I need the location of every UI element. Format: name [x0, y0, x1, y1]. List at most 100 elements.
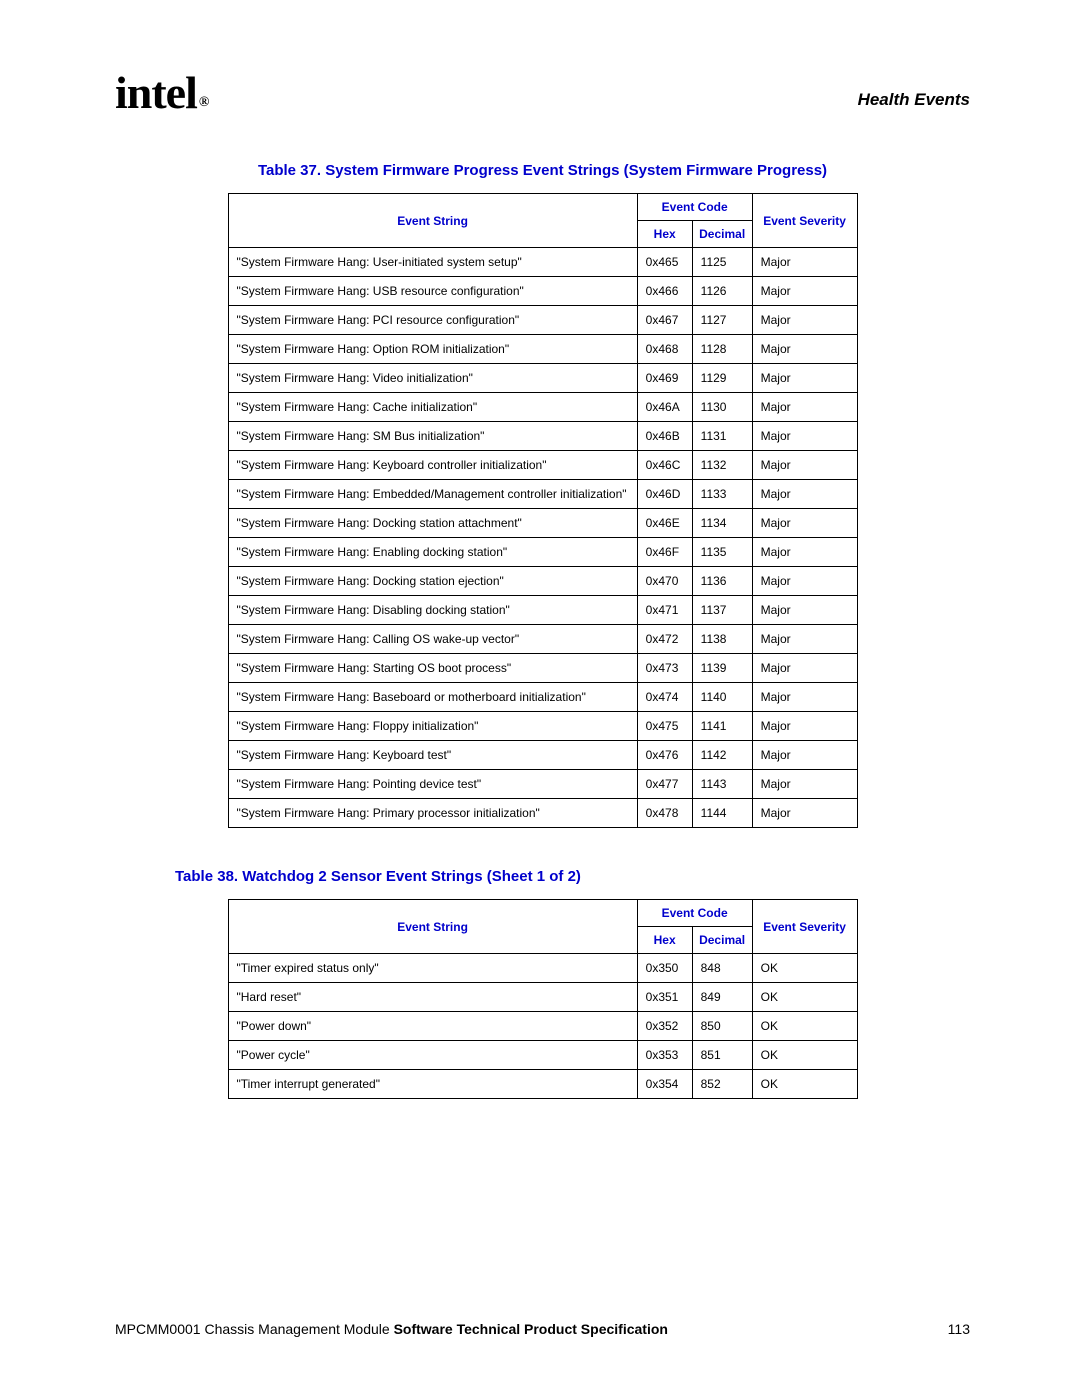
table-cell: "System Firmware Hang: Video initializat… [228, 364, 637, 393]
table-row: "System Firmware Hang: Disabling docking… [228, 596, 857, 625]
table-cell: "System Firmware Hang: Pointing device t… [228, 770, 637, 799]
table-cell: 0x473 [637, 654, 692, 683]
table-row: "System Firmware Hang: Video initializat… [228, 364, 857, 393]
table-cell: 1131 [692, 422, 752, 451]
table-row: "System Firmware Hang: Pointing device t… [228, 770, 857, 799]
table-cell: "System Firmware Hang: Primary processor… [228, 799, 637, 828]
table-row: "Timer expired status only"0x350848OK [228, 954, 857, 983]
table-cell: Major [752, 335, 857, 364]
th-hex: Hex [637, 927, 692, 954]
table-cell: Major [752, 538, 857, 567]
table-row: "System Firmware Hang: PCI resource conf… [228, 306, 857, 335]
section-title: Health Events [858, 90, 970, 110]
table-cell: 0x477 [637, 770, 692, 799]
table-cell: 1132 [692, 451, 752, 480]
table-row: "System Firmware Hang: Baseboard or moth… [228, 683, 857, 712]
table-row: "Power down"0x352850OK [228, 1012, 857, 1041]
th-event-code: Event Code [637, 194, 752, 221]
table-cell: 0x478 [637, 799, 692, 828]
th-event-severity: Event Severity [752, 900, 857, 954]
table-cell: Major [752, 596, 857, 625]
table-row: "System Firmware Hang: Primary processor… [228, 799, 857, 828]
table-cell: 0x46D [637, 480, 692, 509]
table-row: "System Firmware Hang: Docking station e… [228, 567, 857, 596]
table38-caption: Table 38. Watchdog 2 Sensor Event String… [175, 868, 970, 885]
th-hex: Hex [637, 221, 692, 248]
table-cell: 0x354 [637, 1070, 692, 1099]
table-cell: Major [752, 509, 857, 538]
table-cell: "System Firmware Hang: Enabling docking … [228, 538, 637, 567]
table-cell: 1137 [692, 596, 752, 625]
table37-body: "System Firmware Hang: User-initiated sy… [228, 248, 857, 828]
table-cell: 1133 [692, 480, 752, 509]
table-cell: Major [752, 799, 857, 828]
th-decimal: Decimal [692, 221, 752, 248]
table37-caption: Table 37. System Firmware Progress Event… [115, 162, 970, 179]
table-row: "Timer interrupt generated"0x354852OK [228, 1070, 857, 1099]
table-cell: 1142 [692, 741, 752, 770]
table-cell: 0x468 [637, 335, 692, 364]
table-row: "System Firmware Hang: SM Bus initializa… [228, 422, 857, 451]
table-cell: "System Firmware Hang: Keyboard controll… [228, 451, 637, 480]
table-row: "System Firmware Hang: Floppy initializa… [228, 712, 857, 741]
table-cell: 851 [692, 1041, 752, 1070]
table-cell: 1139 [692, 654, 752, 683]
table-cell: 1126 [692, 277, 752, 306]
table-cell: 0x465 [637, 248, 692, 277]
th-event-severity: Event Severity [752, 194, 857, 248]
table-cell: Major [752, 393, 857, 422]
table-cell: 1140 [692, 683, 752, 712]
table-row: "System Firmware Hang: Docking station a… [228, 509, 857, 538]
table-cell: Major [752, 277, 857, 306]
table-cell: "Power down" [228, 1012, 637, 1041]
table-cell: "System Firmware Hang: User-initiated sy… [228, 248, 637, 277]
table-cell: 1130 [692, 393, 752, 422]
table-row: "System Firmware Hang: Option ROM initia… [228, 335, 857, 364]
table-cell: Major [752, 625, 857, 654]
table-cell: 0x476 [637, 741, 692, 770]
footer-doc-title: Software Technical Product Specification [394, 1321, 668, 1337]
table-cell: 0x46A [637, 393, 692, 422]
table-cell: 0x352 [637, 1012, 692, 1041]
table-cell: "Timer expired status only" [228, 954, 637, 983]
table-cell: 0x469 [637, 364, 692, 393]
table-cell: 0x466 [637, 277, 692, 306]
table-cell: 0x46B [637, 422, 692, 451]
page: intel® Health Events Table 37. System Fi… [0, 0, 1080, 1397]
table-cell: 0x46C [637, 451, 692, 480]
table-cell: 1134 [692, 509, 752, 538]
table-cell: 1127 [692, 306, 752, 335]
table37: Event String Event Code Event Severity H… [228, 193, 858, 828]
table-row: "System Firmware Hang: Enabling docking … [228, 538, 857, 567]
table-cell: "System Firmware Hang: Docking station a… [228, 509, 637, 538]
table-cell: "System Firmware Hang: Starting OS boot … [228, 654, 637, 683]
table-cell: 0x350 [637, 954, 692, 983]
table-cell: "System Firmware Hang: Calling OS wake-u… [228, 625, 637, 654]
table-cell: "System Firmware Hang: PCI resource conf… [228, 306, 637, 335]
table-cell: "System Firmware Hang: SM Bus initializa… [228, 422, 637, 451]
table-cell: Major [752, 451, 857, 480]
table-row: "System Firmware Hang: USB resource conf… [228, 277, 857, 306]
table-cell: 0x475 [637, 712, 692, 741]
table-cell: Major [752, 422, 857, 451]
table-cell: 849 [692, 983, 752, 1012]
table-cell: 0x471 [637, 596, 692, 625]
table-cell: 1125 [692, 248, 752, 277]
table-cell: Major [752, 306, 857, 335]
table-row: "Hard reset"0x351849OK [228, 983, 857, 1012]
table-cell: OK [752, 1041, 857, 1070]
table-cell: Major [752, 567, 857, 596]
table-cell: 848 [692, 954, 752, 983]
th-event-string: Event String [228, 194, 637, 248]
page-footer: MPCMM0001 Chassis Management Module Soft… [115, 1321, 970, 1337]
table37-head: Event String Event Code Event Severity H… [228, 194, 857, 248]
table-cell: "System Firmware Hang: USB resource conf… [228, 277, 637, 306]
page-header: intel® Health Events [115, 70, 970, 116]
table-cell: 1135 [692, 538, 752, 567]
table-cell: "System Firmware Hang: Baseboard or moth… [228, 683, 637, 712]
table-cell: "System Firmware Hang: Option ROM initia… [228, 335, 637, 364]
table-row: "Power cycle"0x353851OK [228, 1041, 857, 1070]
table-cell: 0x353 [637, 1041, 692, 1070]
th-decimal: Decimal [692, 927, 752, 954]
table-cell: OK [752, 954, 857, 983]
